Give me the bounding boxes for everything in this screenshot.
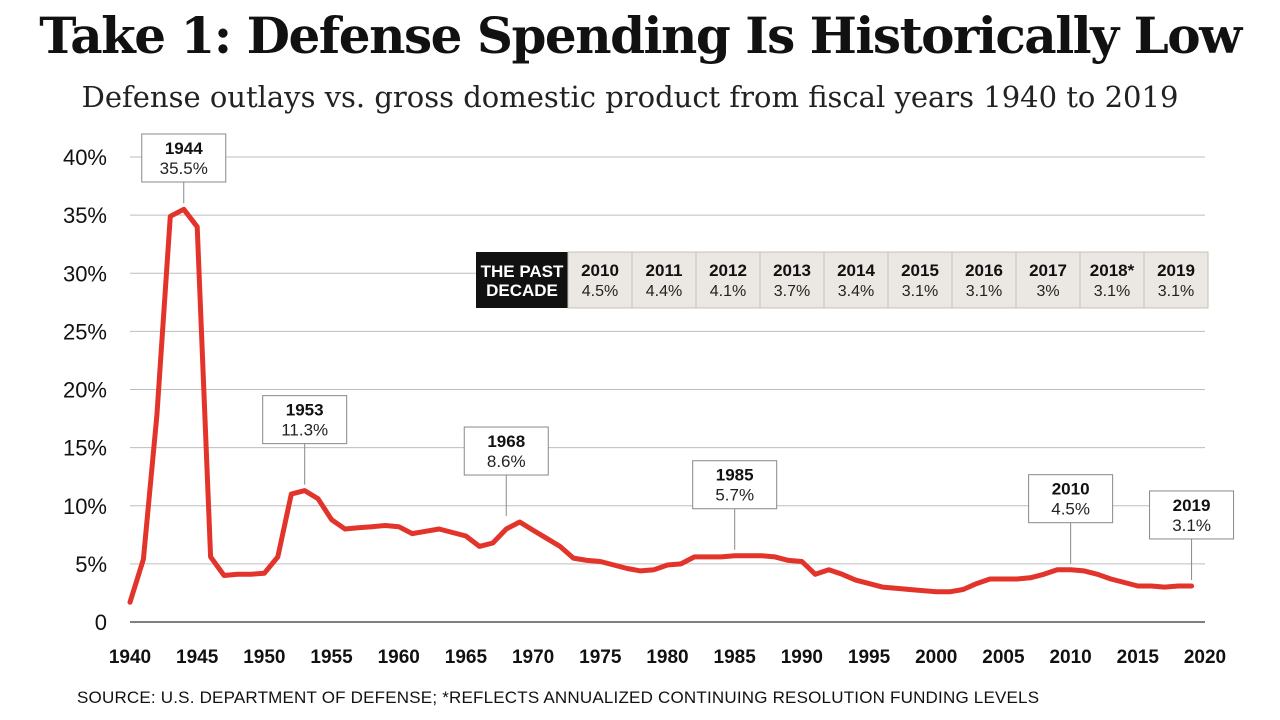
x-tick-label: 1940: [109, 647, 151, 668]
decade-table-value: 3.4%: [838, 283, 874, 300]
x-tick-label: 1990: [781, 647, 823, 668]
annotation-value: 3.1%: [1172, 516, 1211, 535]
annotation-value: 11.3%: [281, 421, 328, 440]
x-tick-label: 1945: [176, 647, 219, 668]
x-tick-label: 1965: [445, 647, 488, 668]
decade-table-year: 2013: [773, 261, 811, 280]
decade-table-year: 2011: [646, 261, 683, 280]
decade-table-header-line: THE PAST: [481, 262, 564, 281]
annotation-box: [141, 133, 227, 183]
decade-table-cell: [631, 251, 697, 309]
decade-table-cell: [759, 251, 825, 309]
x-tick-label: 1955: [310, 647, 353, 668]
decade-table-value: 4.5%: [582, 283, 618, 300]
x-tick-label: 1985: [714, 647, 757, 668]
annotation-year: 1944: [165, 139, 203, 158]
annotation-value: 5.7%: [715, 486, 754, 505]
decade-table-year: 2010: [581, 261, 619, 280]
x-tick-label: 1970: [512, 647, 554, 668]
annotation-box: [692, 460, 778, 510]
x-tick-label: 1980: [646, 647, 688, 668]
source-note: SOURCE: U.S. DEPARTMENT OF DEFENSE; *REF…: [77, 688, 1040, 707]
annotation-value: 8.6%: [487, 452, 526, 471]
decade-table-year: 2012: [709, 261, 747, 280]
decade-table-value: 3.7%: [774, 283, 810, 300]
annotation-leaders: [183, 182, 1193, 580]
decade-table-value: 3.1%: [902, 283, 938, 300]
decade-table-cell: [951, 251, 1017, 309]
annotation-year: 1968: [487, 432, 525, 451]
annotation-year: 1953: [286, 401, 324, 420]
decade-table-value: 3.1%: [1094, 283, 1130, 300]
decade-table-cell: [1015, 251, 1081, 309]
decade-table-cell: [1143, 251, 1209, 309]
chart-title: Take 1: Defense Spending Is Historically…: [39, 6, 1242, 65]
annotation-year: 2019: [1173, 496, 1211, 515]
decade-table-header-bg: [476, 252, 568, 308]
gridlines: [130, 156, 1205, 623]
decade-table-year: 2019: [1157, 261, 1195, 280]
y-tick-label: 20%: [63, 378, 107, 403]
y-tick-label: 15%: [63, 436, 107, 461]
decade-table-cell: [695, 251, 761, 309]
y-tick-label: 35%: [63, 203, 107, 228]
x-tick-label: 2020: [1184, 647, 1226, 668]
x-tick-label: 1995: [848, 647, 891, 668]
series-line: [127, 206, 1195, 605]
y-tick-label: 25%: [63, 319, 107, 344]
x-tick-label: 1960: [378, 647, 420, 668]
annotation-box: [1149, 490, 1235, 540]
x-tick-label: 2010: [1049, 647, 1091, 668]
annotation-box: [262, 395, 348, 445]
decade-table-value: 3.1%: [966, 283, 1002, 300]
x-tick-label: 2015: [1117, 647, 1160, 668]
decade-table-year: 2015: [901, 261, 939, 280]
decade-table-value: 4.1%: [710, 283, 746, 300]
decade-table-value: 3.1%: [1158, 283, 1194, 300]
y-tick-label: 40%: [63, 145, 107, 170]
decade-table-header-line: DECADE: [486, 281, 558, 300]
y-axis-ticks: 0 5% 10% 15% 20% 25% 30% 35% 40%: [63, 145, 107, 635]
annotation-year: 1985: [716, 466, 754, 485]
y-tick-label: 5%: [75, 552, 107, 577]
decade-table-value: 3%: [1036, 283, 1059, 300]
x-tick-label: 2000: [915, 647, 957, 668]
decade-table-cell: [887, 251, 953, 309]
chart-subtitle: Defense outlays vs. gross domestic produ…: [81, 80, 1179, 114]
annotation-value: 4.5%: [1051, 500, 1090, 519]
decade-table-cell: [823, 251, 889, 309]
decade-table-year: 2018*: [1090, 261, 1135, 280]
series-line-layer: [127, 206, 1195, 605]
decade-table-cell: [567, 251, 633, 309]
annotation-value: 35.5%: [160, 159, 208, 178]
y-tick-label: 30%: [63, 261, 107, 286]
decade-table-value: 4.4%: [646, 283, 682, 300]
decade-table-year: 2016: [965, 261, 1003, 280]
x-axis-ticks: 1940 1945 1950 1955 1960 1965 1970 1975 1980 1985…: [109, 647, 1226, 668]
x-tick-label: 2005: [982, 647, 1025, 668]
y-tick-label: 0: [95, 610, 107, 635]
annotation-box: [1028, 474, 1114, 524]
x-tick-label: 1975: [579, 647, 622, 668]
decade-table-year: 2014: [837, 261, 875, 280]
decade-table-cell: [1079, 251, 1145, 309]
x-tick-label: 1950: [243, 647, 285, 668]
annotation-box: [463, 426, 549, 476]
y-tick-label: 10%: [63, 494, 107, 519]
annotation-year: 2010: [1052, 480, 1090, 499]
decade-table-year: 2017: [1029, 261, 1067, 280]
